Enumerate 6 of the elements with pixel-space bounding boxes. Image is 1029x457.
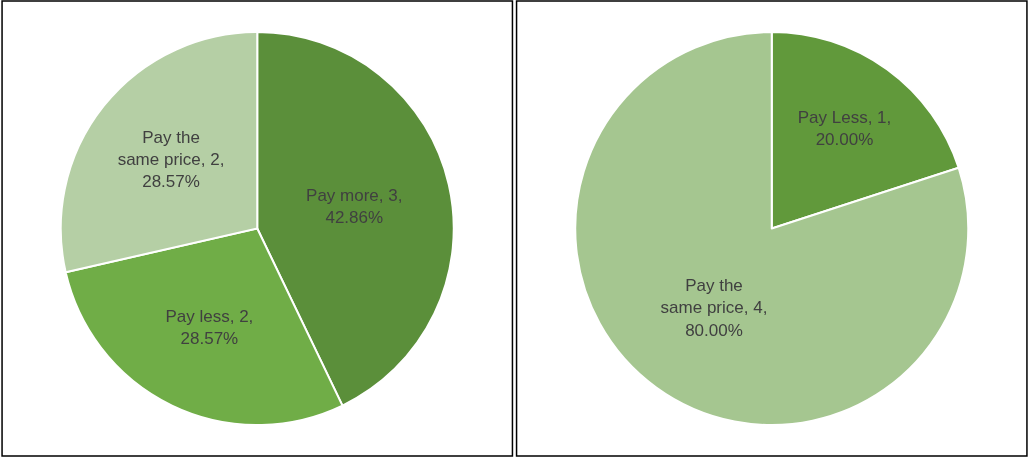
slice-label: Pay the same price, 2, 28.57% bbox=[117, 128, 225, 192]
slice-label: Pay more, 3, 42.86% bbox=[306, 185, 403, 227]
slice-label: Pay less, 2, 28.57% bbox=[165, 307, 254, 349]
slice-label: Pay Less, 1, 20.00% bbox=[797, 107, 892, 149]
pie-slice bbox=[574, 30, 969, 426]
slice-label: Pay the same price, 4, 80.00% bbox=[660, 276, 768, 340]
